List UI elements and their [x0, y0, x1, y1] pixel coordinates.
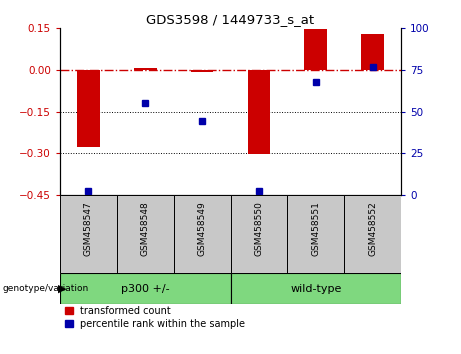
Bar [77, 70, 100, 147]
Bar [191, 70, 213, 72]
Title: GDS3598 / 1449733_s_at: GDS3598 / 1449733_s_at [147, 13, 314, 26]
Bar [304, 29, 327, 70]
Text: p300 +/-: p300 +/- [121, 284, 170, 293]
Bar [60, 273, 230, 304]
Text: GSM458548: GSM458548 [141, 201, 150, 256]
Bar [60, 195, 117, 273]
Text: GSM458550: GSM458550 [254, 201, 263, 256]
Text: GSM458549: GSM458549 [198, 201, 207, 256]
Text: genotype/variation: genotype/variation [2, 284, 89, 293]
Text: ▶: ▶ [58, 284, 66, 293]
Bar [230, 273, 401, 304]
Legend: transformed count, percentile rank within the sample: transformed count, percentile rank withi… [65, 306, 245, 329]
Text: GSM458552: GSM458552 [368, 201, 377, 256]
Text: GSM458551: GSM458551 [311, 201, 320, 256]
Bar [174, 195, 230, 273]
Bar [361, 34, 384, 70]
Text: GSM458547: GSM458547 [84, 201, 93, 256]
Bar [248, 70, 270, 154]
Bar [230, 195, 287, 273]
Bar [134, 68, 157, 70]
Bar [117, 195, 174, 273]
Text: wild-type: wild-type [290, 284, 342, 293]
Bar [344, 195, 401, 273]
Bar [287, 195, 344, 273]
